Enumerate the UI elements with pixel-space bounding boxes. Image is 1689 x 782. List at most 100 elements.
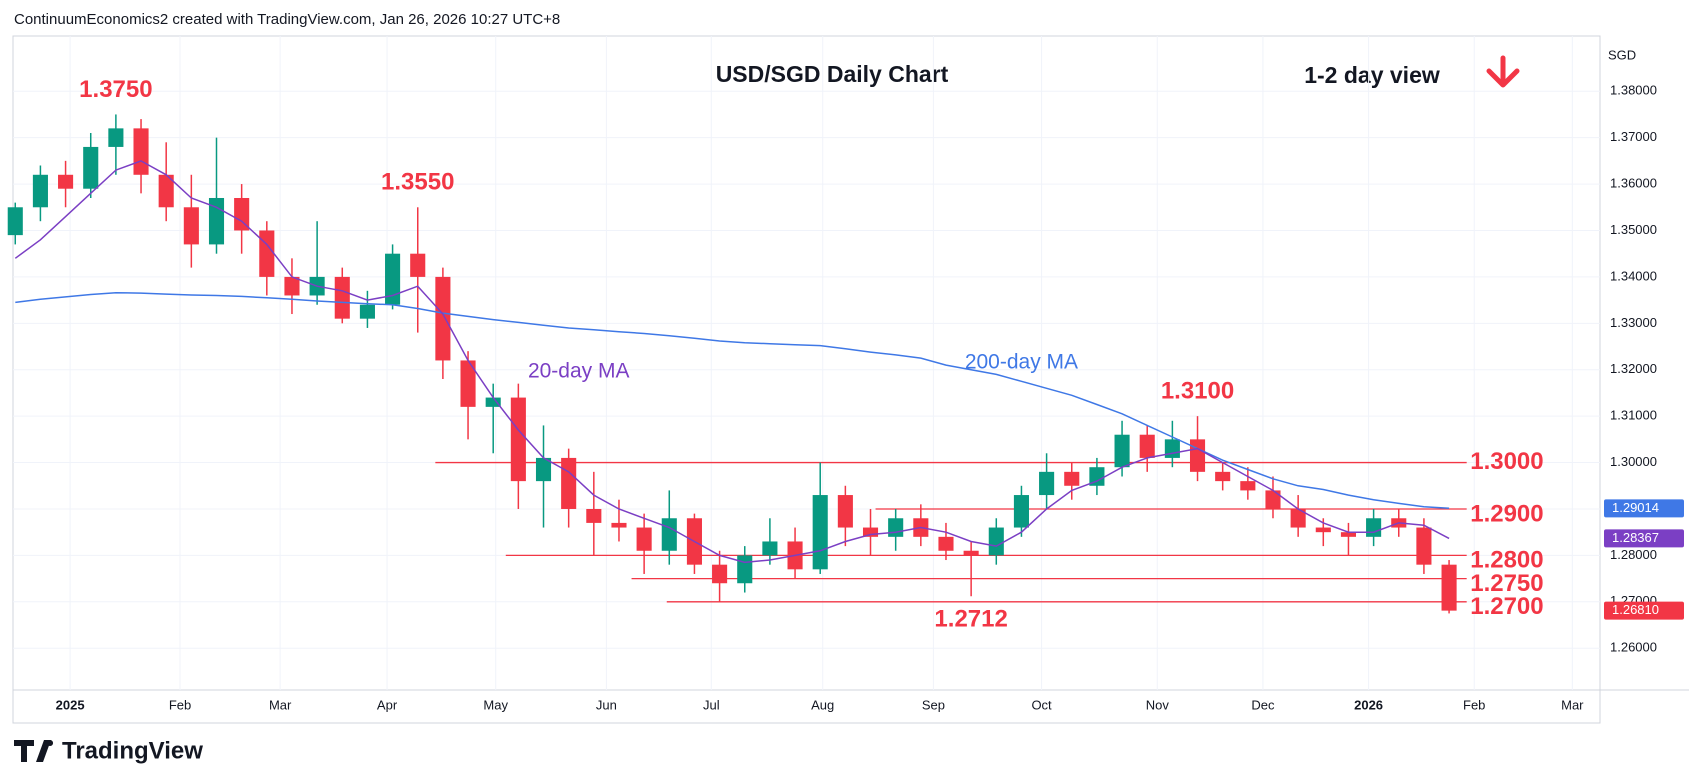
candle-body — [988, 527, 1004, 556]
candle-body — [485, 397, 501, 407]
candle-body — [108, 128, 124, 147]
candle-body — [1114, 434, 1130, 468]
candle-body — [938, 536, 954, 551]
price-badge — [1604, 529, 1684, 548]
logo: TradingView — [14, 737, 203, 764]
candle-body — [561, 457, 577, 509]
price-badge-label: 1.29014 — [1612, 500, 1659, 515]
candle-body — [837, 495, 853, 528]
candle-body — [963, 550, 979, 556]
candle-body — [234, 197, 250, 231]
level-label: 1.2750 — [1470, 570, 1543, 597]
candle-body — [888, 518, 904, 537]
level-label: 1.3000 — [1470, 448, 1543, 475]
y-tick-label: 1.30000 — [1610, 454, 1657, 469]
candle-body — [862, 527, 879, 537]
x-tick-label: Feb — [169, 697, 191, 712]
candle-body — [661, 518, 677, 551]
candle-body — [611, 522, 627, 528]
y-tick-label: 1.34000 — [1610, 268, 1657, 283]
candle-body — [1315, 527, 1331, 533]
candle-body — [1366, 518, 1382, 537]
x-tick-label: Mar — [269, 697, 292, 712]
x-tick-label: 2025 — [56, 697, 85, 712]
candle-body — [1164, 439, 1180, 458]
candle-body — [1189, 439, 1206, 472]
x-tick-label: May — [483, 697, 508, 712]
candle-body — [712, 564, 728, 584]
candle-body — [586, 508, 602, 523]
y-tick-label: 1.36000 — [1610, 176, 1657, 191]
x-tick-label: Aug — [811, 697, 834, 712]
price-badge-label: 1.26810 — [1612, 602, 1659, 617]
candle-body — [1139, 434, 1155, 458]
logo-text: TradingView — [62, 737, 203, 764]
candle-body — [1013, 495, 1029, 528]
candle-body — [812, 495, 828, 570]
y-tick-label: 1.33000 — [1610, 315, 1657, 330]
candle-body — [7, 207, 23, 236]
x-tick-label: Sep — [922, 697, 945, 712]
candle-body — [435, 276, 451, 361]
y-tick-label: 1.26000 — [1610, 640, 1657, 655]
candle-body — [259, 230, 275, 277]
candle-body — [359, 304, 375, 319]
moving-average-line — [14, 160, 1450, 564]
candle-body — [83, 146, 99, 189]
annotation: 1.3550 — [381, 169, 454, 196]
price-badge — [1604, 601, 1684, 620]
candle-body — [58, 174, 74, 189]
x-tick-label: Oct — [1031, 697, 1052, 712]
series-label: 200-day MA — [965, 350, 1078, 373]
candle-body — [1064, 471, 1080, 486]
chart-subtitle: 1-2 day view — [1304, 62, 1440, 88]
candle-body — [1240, 481, 1256, 491]
candle-body — [1039, 471, 1055, 496]
y-tick-label: 1.28000 — [1610, 547, 1657, 562]
candle-body — [636, 527, 652, 551]
annotation: 1.3750 — [79, 76, 152, 103]
moving-average-line — [15, 291, 1450, 510]
x-tick-label: Jul — [703, 697, 720, 712]
candle-body — [32, 174, 48, 208]
x-tick-label: Jun — [596, 697, 617, 712]
chart-title: USD/SGD Daily Chart — [716, 61, 949, 87]
candle-body — [1441, 564, 1457, 611]
candle-body — [183, 207, 199, 245]
candle-body — [1265, 490, 1281, 509]
annotation: 1.3100 — [1161, 377, 1234, 404]
x-tick-label: Mar — [1561, 697, 1584, 712]
candle-body — [737, 555, 753, 584]
candle-body — [460, 360, 476, 407]
candle-body — [334, 276, 350, 319]
x-tick-label: Apr — [377, 697, 398, 712]
header: ContinuumEconomics2 created with Trading… — [14, 11, 560, 28]
candle-body — [535, 457, 552, 482]
level-label: 1.2700 — [1470, 593, 1543, 620]
candle-body — [385, 253, 401, 305]
price-badge — [1604, 499, 1684, 518]
candle-body — [510, 397, 526, 482]
x-tick-label: Feb — [1463, 697, 1485, 712]
candle-body — [1089, 467, 1105, 486]
candle-body — [1340, 532, 1357, 537]
x-tick-label: Nov — [1146, 697, 1170, 712]
currency: SGD — [1608, 47, 1636, 62]
x-tick-label: 2026 — [1354, 697, 1383, 712]
y-tick-label: 1.32000 — [1610, 361, 1657, 376]
candle-body — [1416, 527, 1432, 565]
candle-body — [158, 174, 174, 208]
price-badge-label: 1.28367 — [1612, 530, 1659, 545]
x-tick-label: Dec — [1251, 697, 1275, 712]
series-label: 20-day MA — [528, 360, 630, 383]
candle-body — [410, 253, 426, 277]
candle-body — [1290, 508, 1306, 528]
candle-body — [762, 541, 778, 556]
level-label: 1.2900 — [1470, 500, 1543, 527]
candle-body — [133, 128, 149, 175]
level-label: 1.2800 — [1470, 547, 1543, 574]
annotation: 1.2712 — [934, 606, 1007, 633]
down-arrow — [1486, 55, 1520, 88]
